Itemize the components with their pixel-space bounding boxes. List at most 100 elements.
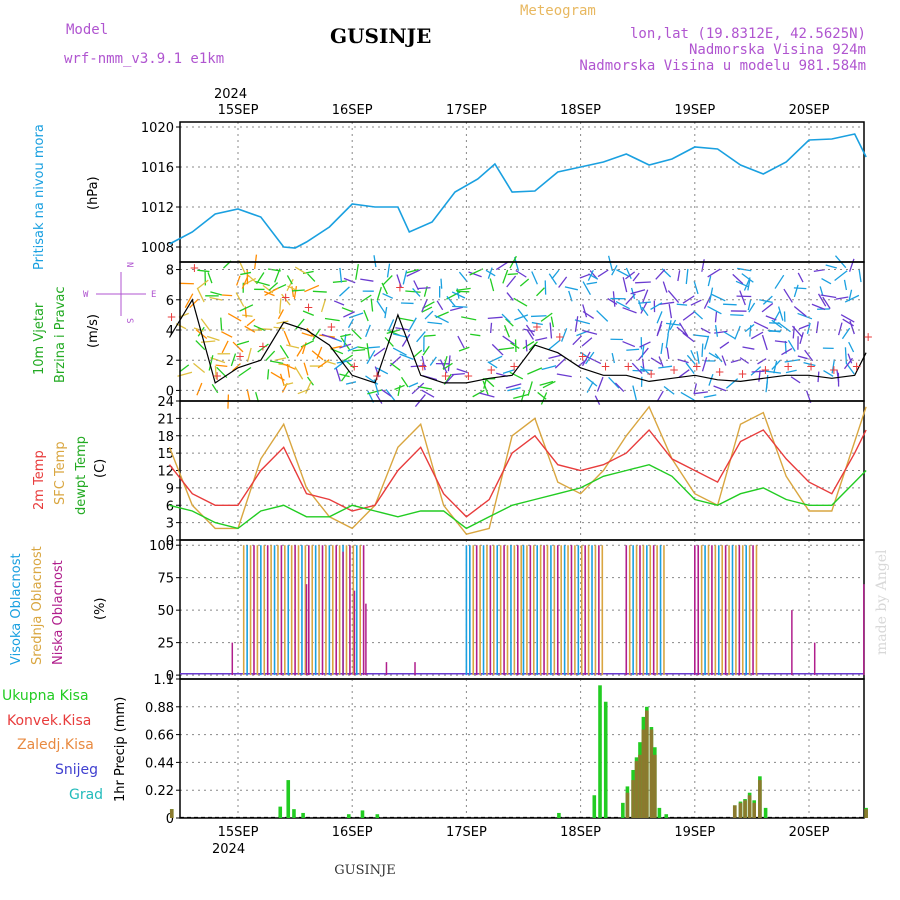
wind-barb [375,393,383,404]
wind-barb [197,279,209,290]
wind-barb [656,390,664,402]
wind-gust-mark: + [737,367,747,381]
wind-barb [579,273,591,279]
wind-barb [304,284,320,293]
wind-barb [797,272,804,283]
wind-barb [639,341,651,348]
wind-barb [296,344,305,357]
wind-tick-label: 6 [166,294,174,309]
wind-barb [214,365,217,380]
wind-barb [502,269,509,284]
wind-barb [345,381,357,385]
precip-total-bar [301,812,305,818]
pressure-tick-label: 1016 [141,161,174,176]
wind-barb [422,345,430,356]
wind-barb [384,306,388,319]
wind-barb [554,358,566,369]
wind-barb [402,270,408,285]
wind-barb [522,340,535,350]
wind-barb [366,350,376,365]
wind-barb [515,269,527,278]
wind-barb [825,264,837,269]
wind-barb [811,303,826,311]
wind-barb [773,311,781,323]
wind-barb [215,364,228,367]
precip-tick-label: 0.88 [145,701,174,716]
wind-barb [519,278,530,287]
wind-barb [498,347,515,351]
wind-barb [238,366,252,377]
cloud-label-3: Niska Oblacnost [51,560,66,665]
wind-barb [311,350,324,361]
wind-barb [666,347,670,360]
wind-barb [210,291,223,296]
wind-barb [434,314,449,324]
wind-barb [405,290,421,293]
wind-barb [506,275,517,288]
wind-gust-mark: + [623,359,633,373]
wind-barb [484,378,495,388]
wind-gust-mark: + [349,359,359,373]
wind-barb [650,357,662,365]
compass-w: W [83,290,89,300]
wind-barb [713,385,727,392]
wind-gust-mark: + [669,363,679,377]
wind-barb [732,273,744,285]
wind-barb [696,351,700,364]
wind-barb [663,385,675,395]
wind-barb [427,321,443,325]
wind-barb [847,353,853,364]
wind-barb [526,330,534,340]
wind-barb [366,343,370,359]
wind-barb [585,351,595,365]
wind-barb [558,276,568,288]
wind-barb [550,316,555,328]
date-label-bottom: 20SEP [789,825,830,840]
precip-convective-bar [738,802,743,818]
wind-barb [193,362,206,374]
wind-barb [207,272,213,284]
wind-barb [757,358,767,365]
wind-barb [351,328,362,340]
wind-barb [343,334,347,348]
wind-barb [470,333,481,337]
model-label: Model [66,22,108,38]
temp-unit: (C) [93,459,108,478]
wind-barb [858,268,862,283]
wind-barb [348,312,364,319]
wind-barb [667,290,680,303]
wind-barb [708,373,714,386]
wind-barb [682,332,695,343]
wind-barb [339,267,343,283]
wind-barb [382,292,394,299]
wind-barb [257,343,269,353]
wind-barb [382,275,393,286]
date-label-top: 20SEP [789,103,830,118]
wind-barb [421,355,426,371]
wind-barb [339,343,352,349]
precip-convective-bar [653,754,657,818]
wind-barb [759,299,773,303]
precip-convective-bar [631,780,635,818]
wind-barb [797,355,808,360]
wind-barb [424,310,434,320]
wind-barb [235,292,245,307]
wind-gust-mark: + [486,363,496,377]
wind-barb [293,286,298,300]
wind-barb [206,335,220,342]
wind-barb [819,286,824,297]
wind-barb [656,311,663,324]
wind-barb [637,347,649,361]
precip-total-bar [286,780,291,818]
wind-barb [373,347,386,357]
temperature-tick-label: 21 [157,412,174,427]
wind-barb [418,287,431,290]
wind-barb [798,324,810,330]
wind-barb [622,340,636,348]
date-label-top: 19SEP [674,103,715,118]
wind-barb [630,289,646,295]
precip-convective-bar [743,800,747,818]
wind-barb [189,298,199,309]
wind-barb [220,317,223,331]
precip-total-bar [292,809,296,818]
